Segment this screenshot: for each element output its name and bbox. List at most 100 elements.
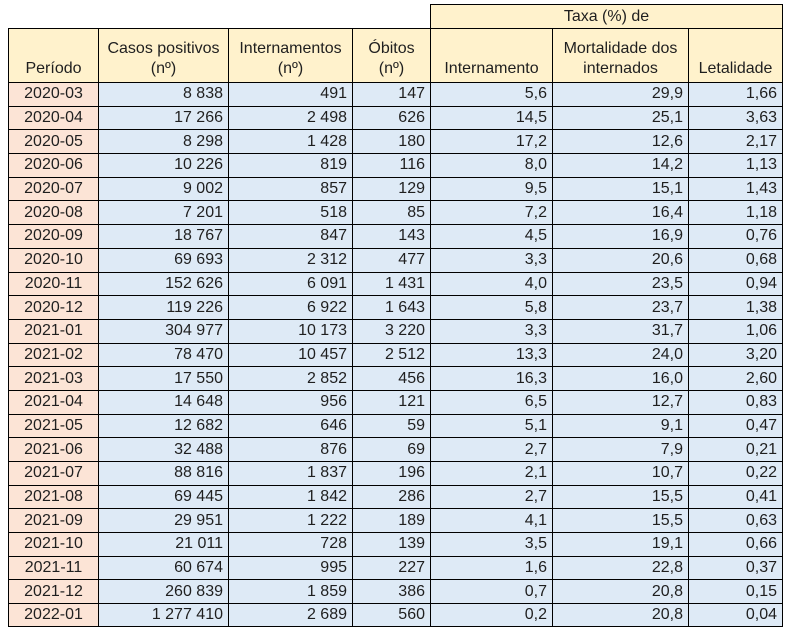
col-header-unit: (nº) [378,60,405,77]
cell-letalidade: 0,15 [688,579,783,604]
table-row: 2020-08 7 201 518 85 7,2 16,4 1,18 [8,200,783,225]
cell-taxa-internamento: 4,5 [430,224,552,248]
col-header-casos-positivos: Casos positivos (nº) [98,28,228,82]
cell-letalidade: 2,17 [688,129,783,154]
col-header-obitos: Óbitos (nº) [352,28,430,82]
cell-letalidade: 3,63 [688,105,783,130]
table-container: Taxa (%) de Período Casos positivos (nº)… [8,4,783,627]
cell-obitos: 147 [352,82,430,106]
cell-obitos: 116 [352,153,430,177]
cell-obitos: 3 220 [352,318,430,343]
col-header-label: Letalidade [698,60,773,77]
table-row: 2021-06 32 488 876 69 2,7 7,9 0,21 [8,437,783,461]
cell-taxa-internamento: 0,7 [430,579,552,604]
cell-taxa-internamento: 17,2 [430,129,552,154]
table-row: 2022-01 1 277 410 2 689 560 0,2 20,8 0,0… [8,603,783,627]
col-header-unit: (nº) [277,60,304,77]
cell-periodo: 2020-03 [8,82,98,106]
cell-periodo: 2022-01 [8,603,98,627]
cell-casos-positivos: 7 201 [98,200,228,225]
cell-taxa-mortalidade: 7,9 [552,437,688,461]
col-header-label: Internamento [444,60,539,77]
cell-casos-positivos: 60 674 [98,555,228,580]
cell-letalidade: 2,60 [688,366,783,390]
cell-casos-positivos: 14 648 [98,389,228,414]
cell-letalidade: 0,37 [688,555,783,580]
cell-taxa-mortalidade: 23,5 [552,271,688,296]
cell-obitos: 189 [352,508,430,533]
cell-taxa-internamento: 2,7 [430,484,552,509]
cell-taxa-internamento: 9,5 [430,176,552,201]
table-row: 2020-07 9 002 857 129 9,5 15,1 1,43 [8,176,783,201]
table-body: 2020-03 8 838 491 147 5,6 29,9 1,66 2020… [8,82,783,627]
cell-letalidade: 0,94 [688,271,783,296]
cell-internamentos: 1 859 [228,579,352,604]
cell-casos-positivos: 152 626 [98,271,228,296]
column-header-row: Período Casos positivos (nº) Internament… [8,28,783,82]
cell-internamentos: 10 173 [228,318,352,343]
table-row: 2021-07 88 816 1 837 196 2,1 10,7 0,22 [8,461,783,485]
cell-taxa-internamento: 3,3 [430,247,552,272]
cell-taxa-mortalidade: 20,8 [552,579,688,604]
cell-casos-positivos: 78 470 [98,342,228,367]
cell-periodo: 2021-03 [8,366,98,390]
cell-taxa-internamento: 5,1 [430,413,552,438]
cell-casos-positivos: 8 298 [98,129,228,154]
cell-periodo: 2020-11 [8,271,98,296]
col-header-label: Casos positivos [107,40,220,57]
cell-internamentos: 10 457 [228,342,352,367]
table-row: 2021-02 78 470 10 457 2 512 13,3 24,0 3,… [8,342,783,367]
col-header-taxa-internamento: Internamento [430,28,552,82]
table-row: 2020-10 69 693 2 312 477 3,3 20,6 0,68 [8,247,783,272]
cell-taxa-internamento: 1,6 [430,555,552,580]
cell-taxa-mortalidade: 12,7 [552,389,688,414]
cell-internamentos: 6 091 [228,271,352,296]
cell-internamentos: 646 [228,413,352,438]
cell-taxa-mortalidade: 16,9 [552,224,688,248]
cell-casos-positivos: 69 445 [98,484,228,509]
col-header-letalidade: Letalidade [688,28,783,82]
cell-periodo: 2021-11 [8,555,98,580]
cell-taxa-internamento: 0,2 [430,603,552,627]
table-row: 2021-12 260 839 1 859 386 0,7 20,8 0,15 [8,579,783,604]
cell-obitos: 286 [352,484,430,509]
cell-taxa-internamento: 4,1 [430,508,552,533]
table-row: 2020-12 119 226 6 922 1 643 5,8 23,7 1,3… [8,295,783,319]
cell-letalidade: 0,83 [688,389,783,414]
cell-casos-positivos: 69 693 [98,247,228,272]
cell-internamentos: 857 [228,176,352,201]
cell-obitos: 69 [352,437,430,461]
col-header-internamentos: Internamentos (nº) [228,28,352,82]
table-row: 2020-05 8 298 1 428 180 17,2 12,6 2,17 [8,129,783,154]
cell-casos-positivos: 9 002 [98,176,228,201]
cell-letalidade: 1,18 [688,200,783,225]
cell-casos-positivos: 12 682 [98,413,228,438]
col-header-label: Mortalidade dos [563,40,678,57]
cell-letalidade: 0,21 [688,437,783,461]
table-row: 2020-11 152 626 6 091 1 431 4,0 23,5 0,9… [8,271,783,296]
col-header-label: Internamentos [239,40,342,57]
cell-casos-positivos: 17 266 [98,105,228,130]
col-header-label: Período [25,60,82,77]
cell-taxa-mortalidade: 15,5 [552,484,688,509]
cell-taxa-internamento: 13,3 [430,342,552,367]
cell-casos-positivos: 18 767 [98,224,228,248]
cell-obitos: 1 431 [352,271,430,296]
cell-letalidade: 1,43 [688,176,783,201]
cell-taxa-mortalidade: 15,5 [552,508,688,533]
cell-internamentos: 1 842 [228,484,352,509]
cell-obitos: 1 643 [352,295,430,319]
cell-obitos: 139 [352,532,430,556]
cell-internamentos: 491 [228,82,352,106]
cell-casos-positivos: 17 550 [98,366,228,390]
cell-obitos: 85 [352,200,430,225]
cell-periodo: 2020-10 [8,247,98,272]
cell-obitos: 2 512 [352,342,430,367]
cell-letalidade: 1,38 [688,295,783,319]
cell-obitos: 626 [352,105,430,130]
cell-periodo: 2021-10 [8,532,98,556]
cell-periodo: 2021-04 [8,389,98,414]
cell-internamentos: 2 689 [228,603,352,627]
cell-obitos: 456 [352,366,430,390]
cell-taxa-mortalidade: 20,6 [552,247,688,272]
